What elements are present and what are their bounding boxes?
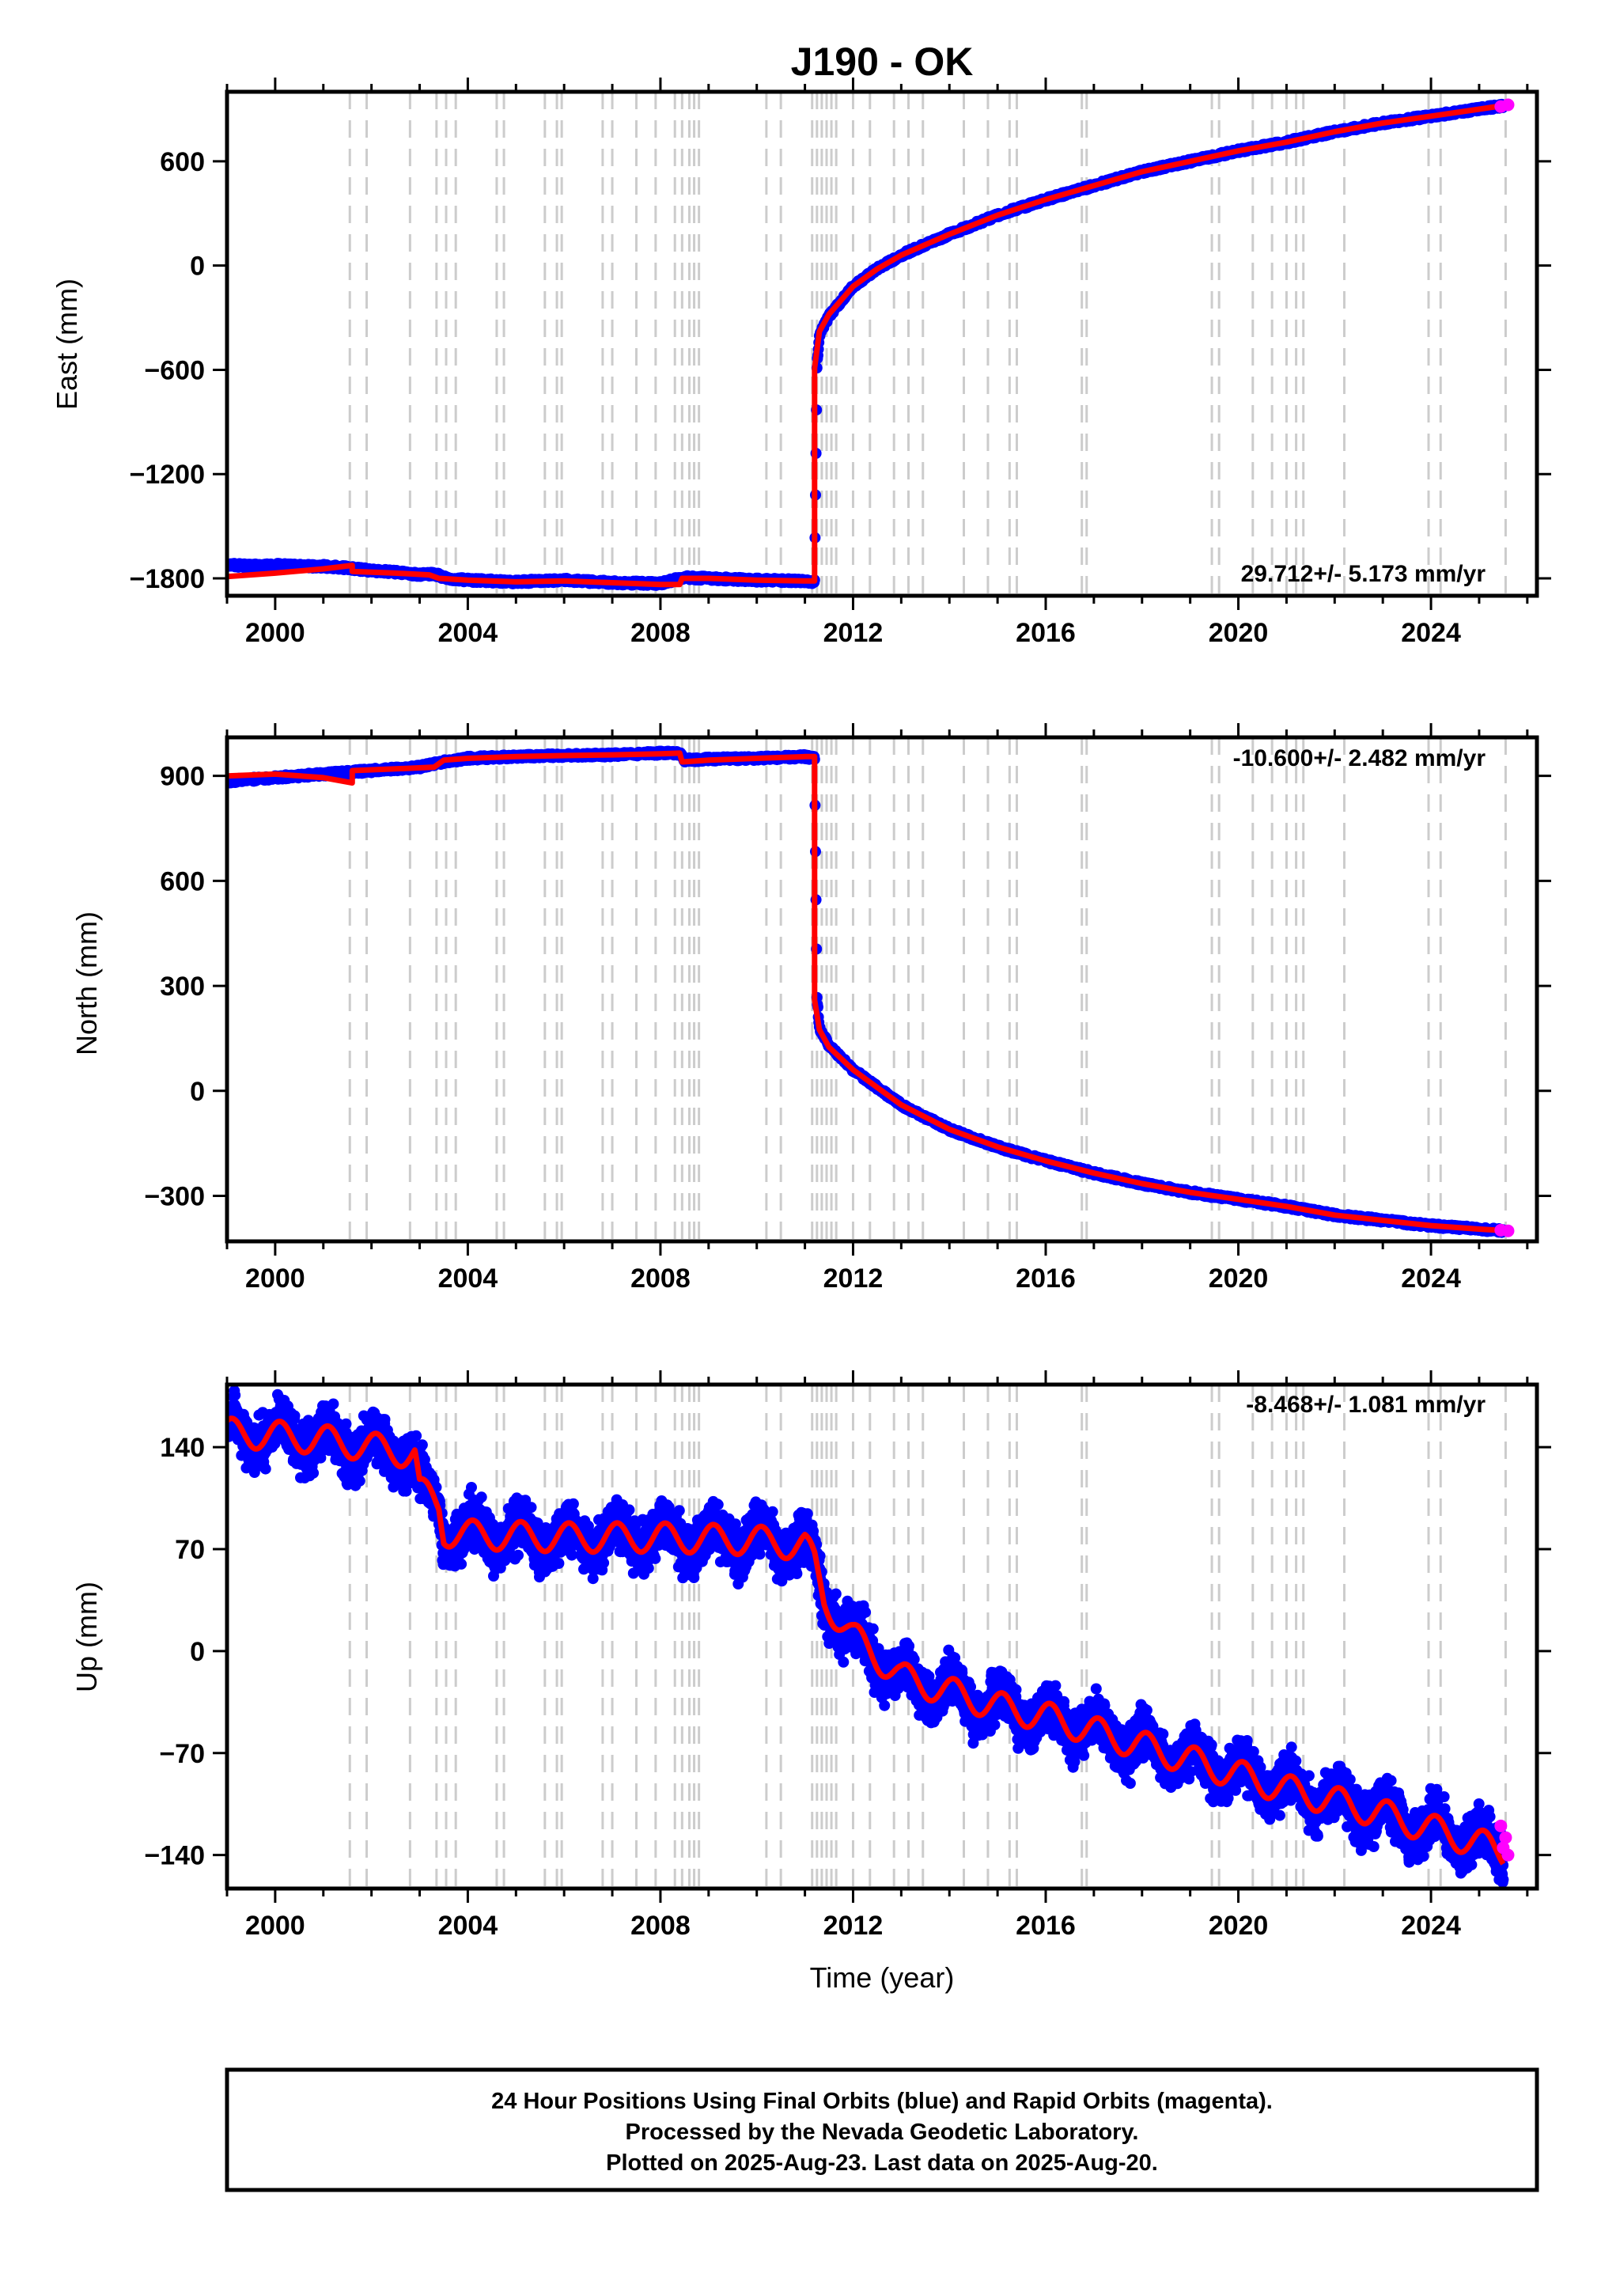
y-tick-label: −1200 [130, 460, 206, 490]
x-tick-label: 2008 [630, 618, 691, 648]
x-tick-label: 2020 [1209, 618, 1269, 648]
y-tick-label: −600 [144, 355, 205, 385]
x-tick-label: 2004 [438, 618, 498, 648]
x-tick-label: 2012 [823, 618, 884, 648]
east-model-line [227, 102, 1509, 588]
y-tick-label: 600 [160, 147, 205, 177]
north-panel: 2000 2004 2008 2012 2016 2020 2024−30003006009… [70, 723, 1551, 1294]
station-title: J190 - OK [791, 40, 974, 84]
north-plot-area [227, 737, 1515, 1241]
east-panel: 2000 2004 2008 2012 2016 2020 2024 −1800 −1200 −6… [51, 78, 1551, 648]
x-tick-label: 2024 [1401, 618, 1461, 648]
x-tick-label: 2016 [1016, 618, 1076, 648]
x-tick-label: 2000 [245, 618, 305, 648]
rapid-orbit-point [1501, 98, 1515, 112]
east-frame [225, 89, 1539, 598]
y-tick-label: 0 [190, 252, 205, 282]
east-y-axis-label: East (mm) [51, 278, 83, 410]
y-tick-label: −1800 [130, 564, 206, 594]
east-plot-area [227, 92, 1515, 596]
east-rate-annotation: 29.712+/- 5.173 mm/yr [1241, 561, 1486, 587]
